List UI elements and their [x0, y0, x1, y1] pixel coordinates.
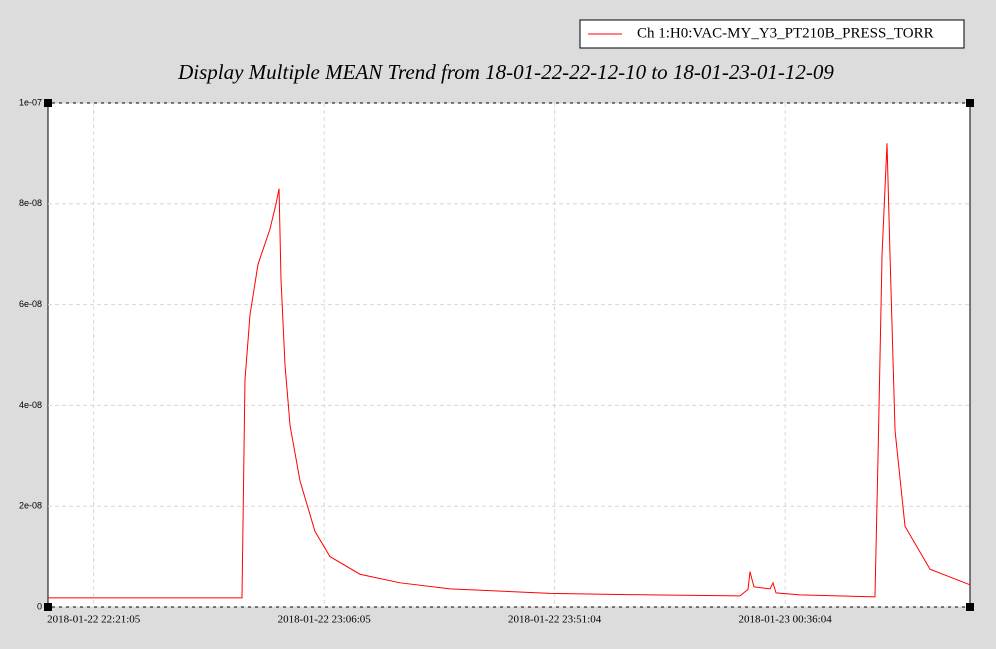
x-tick-label: 2018-01-23 00:36:04: [739, 614, 833, 626]
x-tick-label: 2018-01-22 22:21:05: [47, 614, 141, 626]
legend-box: [579, 19, 965, 49]
y-tick-label: 8e-08: [19, 198, 42, 208]
corner-handle: [966, 603, 974, 611]
data-line: [48, 143, 971, 599]
chart-title: Display Multiple MEAN Trend from 18-01-2…: [177, 60, 834, 84]
y-tick-label: 4e-08: [19, 400, 42, 410]
plot-area: [47, 102, 971, 608]
x-tick-label: 2018-01-22 23:06:05: [278, 614, 372, 626]
corner-handle: [966, 99, 974, 107]
y-tick-label: 0: [37, 601, 42, 611]
y-tick-label: 6e-08: [19, 299, 42, 309]
y-tick-label: 1e-07: [19, 97, 42, 107]
corner-handle: [44, 99, 52, 107]
legend-label: Ch 1:H0:VAC-MY_Y3_PT210B_PRESS_TORR: [637, 25, 934, 41]
corner-handle: [44, 603, 52, 611]
x-tick-label: 2018-01-22 23:51:04: [508, 614, 602, 626]
y-tick-label: 2e-08: [19, 501, 42, 511]
